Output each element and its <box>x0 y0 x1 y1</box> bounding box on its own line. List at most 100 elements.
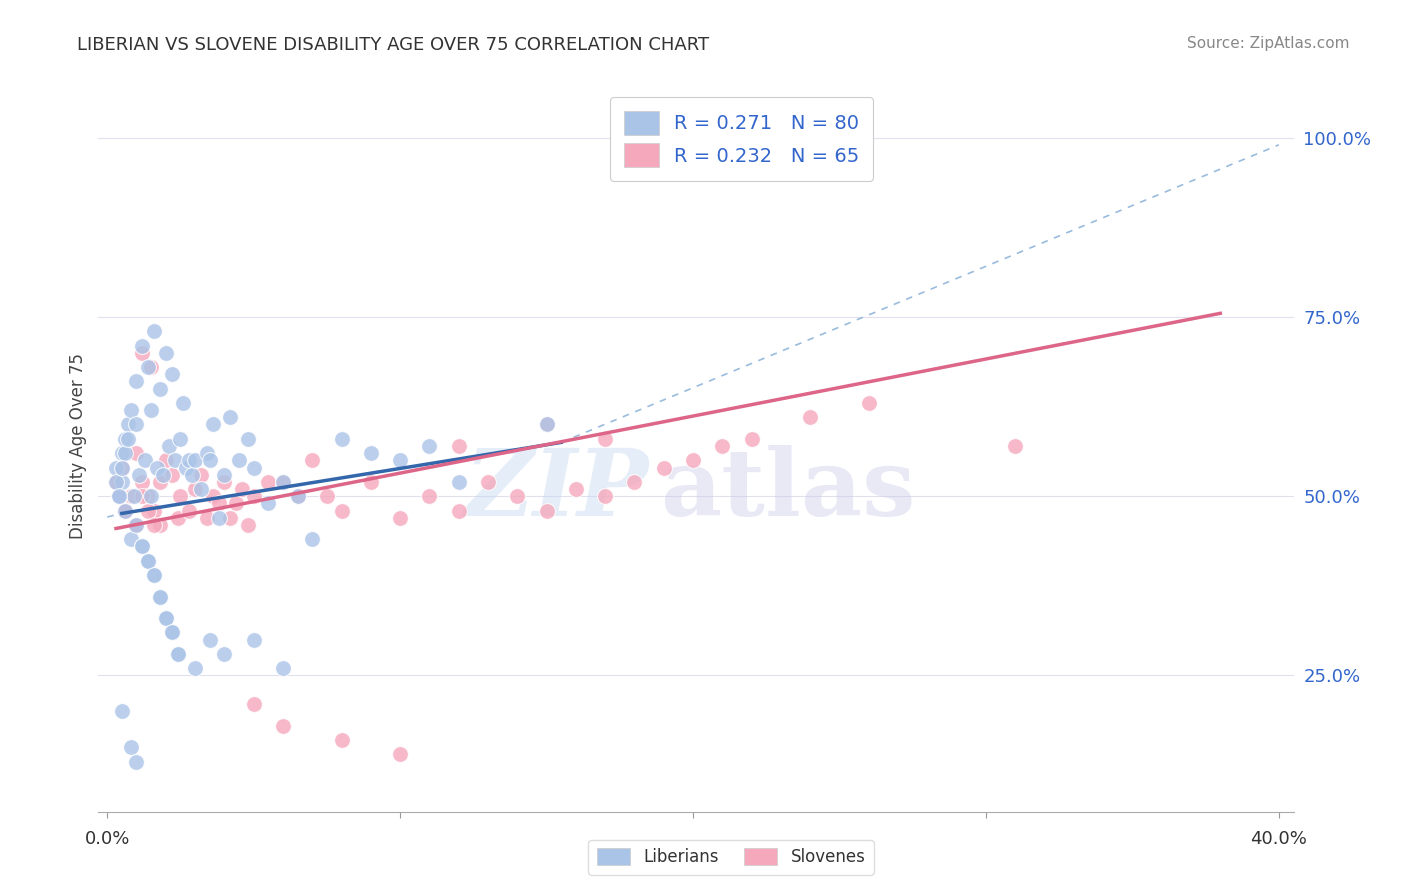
Point <box>198 453 221 467</box>
Point <box>117 417 139 432</box>
Point <box>231 482 253 496</box>
Point <box>125 446 148 460</box>
Point <box>477 475 499 489</box>
Point <box>214 467 236 482</box>
Point <box>120 403 142 417</box>
Point <box>201 417 224 432</box>
Point <box>195 446 218 460</box>
Point <box>125 375 148 389</box>
Point <box>136 489 159 503</box>
Point <box>207 496 229 510</box>
Point <box>108 489 131 503</box>
Point <box>623 475 645 489</box>
Point <box>184 661 207 675</box>
Point <box>330 432 353 446</box>
Point <box>160 625 183 640</box>
Point <box>195 510 218 524</box>
Point <box>131 540 153 554</box>
Point <box>134 453 156 467</box>
Point <box>179 453 201 467</box>
Point <box>389 510 412 524</box>
Point <box>149 517 172 532</box>
Point <box>160 467 183 482</box>
Point <box>242 697 264 711</box>
Point <box>166 647 188 661</box>
Point <box>179 503 201 517</box>
Point <box>741 432 763 446</box>
Point <box>257 475 280 489</box>
Point <box>207 510 229 524</box>
Point <box>242 460 264 475</box>
Point <box>149 382 172 396</box>
Text: ZIP: ZIP <box>464 445 648 535</box>
Point <box>228 453 250 467</box>
Point <box>111 475 134 489</box>
Point <box>242 632 264 647</box>
Point <box>105 460 127 475</box>
Point <box>198 632 221 647</box>
Point <box>143 568 166 582</box>
Point <box>114 503 136 517</box>
Point <box>120 533 142 547</box>
Point <box>593 489 616 503</box>
Point <box>114 503 136 517</box>
Text: 40.0%: 40.0% <box>1250 830 1308 848</box>
Point <box>190 482 212 496</box>
Point <box>136 554 159 568</box>
Point <box>155 611 177 625</box>
Text: LIBERIAN VS SLOVENE DISABILITY AGE OVER 75 CORRELATION CHART: LIBERIAN VS SLOVENE DISABILITY AGE OVER … <box>77 36 710 54</box>
Point <box>184 453 207 467</box>
Point <box>160 625 183 640</box>
Point <box>593 432 616 446</box>
Point <box>131 338 153 352</box>
Point <box>155 345 177 359</box>
Point <box>190 467 212 482</box>
Point <box>330 503 353 517</box>
Point <box>136 360 159 375</box>
Point <box>136 554 159 568</box>
Point <box>111 446 134 460</box>
Point <box>117 432 139 446</box>
Text: 0.0%: 0.0% <box>84 830 129 848</box>
Point <box>271 661 294 675</box>
Point <box>122 489 145 503</box>
Point <box>181 467 204 482</box>
Point <box>711 439 734 453</box>
Point <box>152 467 174 482</box>
Point <box>418 439 440 453</box>
Point <box>214 475 236 489</box>
Point <box>111 704 134 718</box>
Point <box>506 489 529 503</box>
Point <box>169 432 191 446</box>
Point <box>315 489 337 503</box>
Point <box>125 417 148 432</box>
Point <box>652 460 675 475</box>
Point <box>146 460 169 475</box>
Point <box>447 439 470 453</box>
Point <box>418 489 440 503</box>
Point <box>257 496 280 510</box>
Point <box>114 446 136 460</box>
Point <box>108 489 131 503</box>
Point <box>120 740 142 755</box>
Point <box>149 590 172 604</box>
Point <box>155 611 177 625</box>
Point <box>141 360 163 375</box>
Point <box>271 719 294 733</box>
Point <box>105 475 127 489</box>
Point <box>287 489 309 503</box>
Point <box>236 432 259 446</box>
Point <box>219 410 242 425</box>
Point <box>184 482 207 496</box>
Point <box>141 403 163 417</box>
Point <box>163 453 186 467</box>
Point <box>201 489 224 503</box>
Point <box>330 733 353 747</box>
Point <box>536 417 558 432</box>
Point <box>149 590 172 604</box>
Point <box>360 475 382 489</box>
Point <box>536 417 558 432</box>
Text: atlas: atlas <box>661 445 915 535</box>
Point <box>214 647 236 661</box>
Y-axis label: Disability Age Over 75: Disability Age Over 75 <box>69 353 87 539</box>
